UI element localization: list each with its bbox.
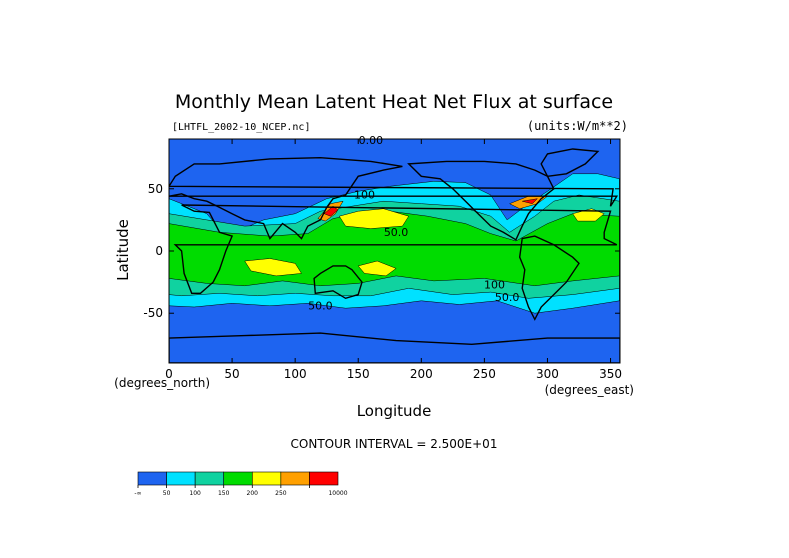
legend-tick-label: 150 (218, 490, 230, 497)
legend-swatch (137, 471, 167, 486)
legend-tick-label: 10000 (328, 490, 347, 497)
contour-label: 50.0 (384, 226, 409, 239)
units-label: (units:W/m**2) (527, 119, 628, 133)
x-tick-label: 200 (410, 367, 433, 381)
legend-tick-label: -∞ (134, 490, 141, 497)
contour-interval-text: CONTOUR INTERVAL = 2.500E+01 (291, 437, 498, 451)
x-tick-label: 50 (224, 367, 239, 381)
flux-map (169, 139, 620, 363)
x-tick-label: 0 (165, 367, 173, 381)
legend-tick-label: 100 (189, 490, 201, 497)
flux-band-10000-a (323, 205, 339, 217)
continent-europe-asia (169, 156, 619, 240)
x-axis-label: Longitude (357, 402, 432, 420)
legend-tick-label: 200 (247, 490, 259, 497)
chart-title: Monthly Mean Latent Heat Net Flux at sur… (175, 91, 613, 113)
flux-band-200-a (338, 208, 410, 229)
x-tick-label: 150 (347, 367, 370, 381)
y-tick-label: 50 (148, 182, 163, 196)
legend-tick-label: 250 (275, 490, 287, 497)
flux-band-10000-b (522, 198, 539, 204)
y-tick-label: 0 (155, 244, 163, 258)
continent-south-america (518, 235, 580, 321)
flux-band-200-c (357, 260, 397, 277)
x-tick-label: 350 (599, 367, 622, 381)
contour-label: 50.0 (495, 291, 520, 304)
flux-band-200-b (244, 258, 302, 277)
contour-label: 0.00 (359, 134, 384, 147)
continent-antarctica (169, 332, 620, 363)
x-unit-note: (degrees_east) (545, 383, 634, 397)
continent-greenland (540, 148, 600, 178)
plot-area (168, 138, 621, 364)
y-unit-note: (degrees_north) (114, 376, 210, 390)
legend-swatch (194, 471, 225, 486)
continent-australia (313, 265, 363, 300)
x-axis: 0 50 100 150 200 250 300 350 (165, 139, 622, 381)
legend-swatch (251, 471, 282, 486)
contour-label: 50.0 (308, 299, 333, 312)
continent-africa (173, 204, 618, 294)
contour-label: 100 (484, 278, 505, 291)
source-label: [LHTFL_2002-10_NCEP.nc] (172, 122, 310, 133)
x-tick-label: 100 (284, 367, 307, 381)
contour-label: 100 (354, 189, 375, 202)
legend-swatch (223, 471, 253, 486)
x-tick-label: 300 (536, 367, 559, 381)
legend-swatch (280, 471, 310, 486)
y-axis: 50 0 -50 (143, 182, 620, 320)
color-legend: -∞ 50 100 150 200 250 10000 (134, 471, 348, 497)
legend-tick-label: 50 (163, 490, 171, 497)
y-axis-label: Latitude (114, 219, 132, 281)
y-tick-label: -50 (143, 306, 163, 320)
x-tick-label: 250 (473, 367, 496, 381)
legend-swatch (166, 471, 196, 486)
flux-band-200-d (572, 208, 605, 222)
continent-north-america (407, 160, 555, 241)
legend-swatch (309, 471, 339, 486)
